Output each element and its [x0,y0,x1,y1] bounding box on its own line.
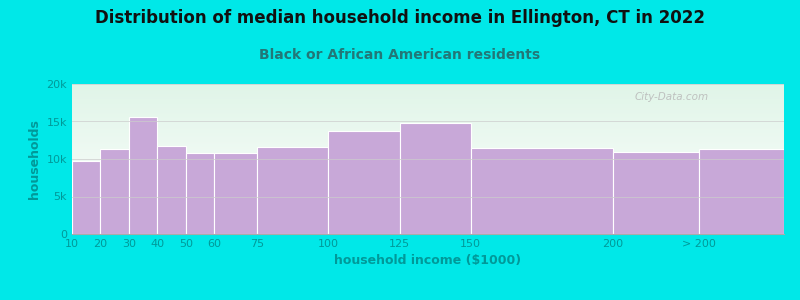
Bar [186,153,214,234]
Bar [328,131,399,234]
Bar [158,146,186,234]
Bar [613,152,698,234]
Bar [399,123,470,234]
X-axis label: household income ($1000): household income ($1000) [334,254,522,267]
Bar [72,160,101,234]
Bar [698,148,784,234]
Text: Distribution of median household income in Ellington, CT in 2022: Distribution of median household income … [95,9,705,27]
Bar [101,148,129,234]
Text: City-Data.com: City-Data.com [634,92,709,101]
Bar [129,117,158,234]
Text: Black or African American residents: Black or African American residents [259,48,541,62]
Bar [257,147,328,234]
Bar [214,153,257,234]
Bar [470,148,613,234]
Y-axis label: households: households [28,119,41,199]
